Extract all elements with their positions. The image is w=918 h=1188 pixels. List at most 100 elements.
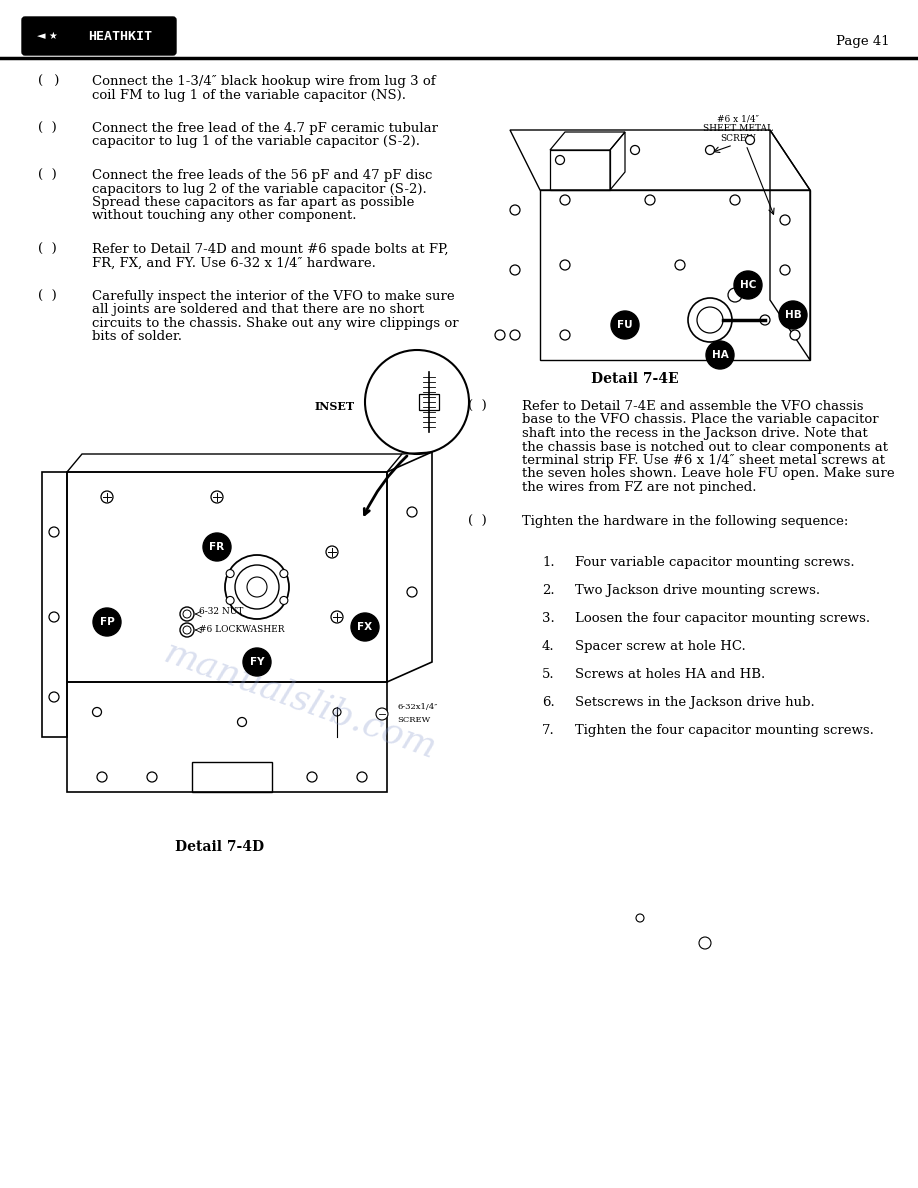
Text: Screws at holes HA and HB.: Screws at holes HA and HB.: [575, 668, 766, 681]
Text: FR, FX, and FY. Use 6-32 x 1/4″ hardware.: FR, FX, and FY. Use 6-32 x 1/4″ hardware…: [92, 257, 375, 270]
Circle shape: [93, 708, 102, 716]
Text: SCREW: SCREW: [721, 134, 756, 143]
Circle shape: [225, 555, 289, 619]
Text: (  ): ( ): [468, 514, 487, 527]
Circle shape: [510, 206, 520, 215]
FancyBboxPatch shape: [419, 394, 439, 410]
Text: HB: HB: [785, 310, 801, 320]
Text: Carefully inspect the interior of the VFO to make sure: Carefully inspect the interior of the VF…: [92, 290, 454, 303]
Circle shape: [238, 718, 247, 727]
Text: circuits to the chassis. Shake out any wire clippings or: circuits to the chassis. Shake out any w…: [92, 317, 459, 330]
Text: the wires from FZ are not pinched.: the wires from FZ are not pinched.: [522, 481, 756, 494]
Circle shape: [247, 577, 267, 598]
Text: capacitors to lug 2 of the variable capacitor (S-2).: capacitors to lug 2 of the variable capa…: [92, 183, 427, 196]
Text: Setscrews in the Jackson drive hub.: Setscrews in the Jackson drive hub.: [575, 696, 815, 709]
Circle shape: [760, 315, 770, 326]
Text: FU: FU: [617, 320, 633, 330]
Circle shape: [745, 135, 755, 145]
Text: 6-32x1/4″: 6-32x1/4″: [397, 703, 437, 710]
Text: Connect the free lead of the 4.7 pF ceramic tubular: Connect the free lead of the 4.7 pF cera…: [92, 122, 438, 135]
Text: 3.: 3.: [542, 612, 554, 625]
Text: 5.: 5.: [542, 668, 554, 681]
Circle shape: [333, 708, 341, 716]
Circle shape: [183, 609, 191, 618]
Circle shape: [331, 611, 343, 623]
Circle shape: [730, 195, 740, 206]
Circle shape: [49, 527, 59, 537]
Text: Page 41: Page 41: [836, 36, 890, 49]
FancyBboxPatch shape: [22, 17, 176, 55]
Circle shape: [636, 914, 644, 922]
Text: FR: FR: [209, 542, 225, 552]
Text: SCREW: SCREW: [397, 716, 431, 723]
Text: HA: HA: [711, 350, 728, 360]
Text: terminal strip FF. Use #6 x 1/4″ sheet metal screws at: terminal strip FF. Use #6 x 1/4″ sheet m…: [522, 454, 885, 467]
Circle shape: [226, 596, 234, 605]
Circle shape: [706, 341, 734, 369]
Circle shape: [101, 491, 113, 503]
Text: shaft into the recess in the Jackson drive. Note that: shaft into the recess in the Jackson dri…: [522, 426, 868, 440]
Circle shape: [97, 772, 107, 782]
Circle shape: [49, 691, 59, 702]
Circle shape: [307, 772, 317, 782]
Text: 2.: 2.: [542, 584, 554, 598]
Text: SHEET METAL: SHEET METAL: [703, 124, 773, 133]
Text: Tighten the four capacitor mounting screws.: Tighten the four capacitor mounting scre…: [575, 723, 874, 737]
Circle shape: [728, 287, 742, 302]
Text: Detail 7-4E: Detail 7-4E: [591, 372, 678, 386]
Text: HC: HC: [740, 280, 756, 290]
Text: (  ): ( ): [38, 169, 57, 182]
Circle shape: [611, 311, 639, 339]
Text: Connect the free leads of the 56 pF and 47 pF disc: Connect the free leads of the 56 pF and …: [92, 169, 432, 182]
Circle shape: [706, 145, 714, 154]
Circle shape: [560, 260, 570, 270]
Circle shape: [555, 156, 565, 164]
Circle shape: [211, 491, 223, 503]
Circle shape: [780, 215, 790, 225]
Circle shape: [560, 330, 570, 340]
Text: ★: ★: [48, 31, 57, 42]
Text: (  ): ( ): [38, 122, 57, 135]
Text: Four variable capacitor mounting screws.: Four variable capacitor mounting screws.: [575, 556, 855, 569]
Text: (   ): ( ): [38, 75, 60, 88]
Text: (  ): ( ): [468, 400, 487, 413]
Text: Tighten the hardware in the following sequence:: Tighten the hardware in the following se…: [522, 514, 848, 527]
Text: base to the VFO chassis. Place the variable capacitor: base to the VFO chassis. Place the varia…: [522, 413, 879, 426]
Text: INSET: INSET: [315, 402, 355, 412]
Circle shape: [780, 265, 790, 274]
Circle shape: [734, 271, 762, 299]
Text: Spacer screw at hole HC.: Spacer screw at hole HC.: [575, 640, 745, 653]
Circle shape: [688, 298, 732, 342]
Circle shape: [510, 265, 520, 274]
Text: Loosen the four capacitor mounting screws.: Loosen the four capacitor mounting screw…: [575, 612, 870, 625]
Circle shape: [351, 613, 379, 642]
Text: Detail 7-4D: Detail 7-4D: [175, 840, 264, 854]
Text: capacitor to lug 1 of the variable capacitor (S-2).: capacitor to lug 1 of the variable capac…: [92, 135, 420, 148]
Circle shape: [326, 546, 338, 558]
Text: Connect the 1-3/4″ black hookup wire from lug 3 of: Connect the 1-3/4″ black hookup wire fro…: [92, 75, 436, 88]
Circle shape: [699, 937, 711, 949]
Circle shape: [510, 330, 520, 340]
Text: HEATHKIT: HEATHKIT: [88, 30, 152, 43]
Text: FX: FX: [357, 623, 373, 632]
Text: the chassis base is notched out to clear components at: the chassis base is notched out to clear…: [522, 441, 888, 454]
Text: FY: FY: [250, 657, 264, 666]
Circle shape: [183, 626, 191, 634]
Circle shape: [645, 195, 655, 206]
Circle shape: [243, 647, 271, 676]
Text: coil FM to lug 1 of the variable capacitor (NS).: coil FM to lug 1 of the variable capacit…: [92, 88, 406, 101]
Text: Refer to Detail 7-4E and assemble the VFO chassis: Refer to Detail 7-4E and assemble the VF…: [522, 400, 864, 413]
Text: manualslib.com: manualslib.com: [159, 634, 441, 765]
Text: #6 LOCKWASHER: #6 LOCKWASHER: [199, 626, 285, 634]
Circle shape: [779, 301, 807, 329]
Text: without touching any other component.: without touching any other component.: [92, 209, 356, 222]
Circle shape: [235, 565, 279, 609]
Circle shape: [697, 307, 723, 333]
Text: bits of solder.: bits of solder.: [92, 330, 182, 343]
Circle shape: [631, 145, 640, 154]
Circle shape: [495, 330, 505, 340]
Circle shape: [376, 708, 388, 720]
Text: (  ): ( ): [38, 290, 57, 303]
Text: 1.: 1.: [542, 556, 554, 569]
Circle shape: [180, 607, 194, 621]
